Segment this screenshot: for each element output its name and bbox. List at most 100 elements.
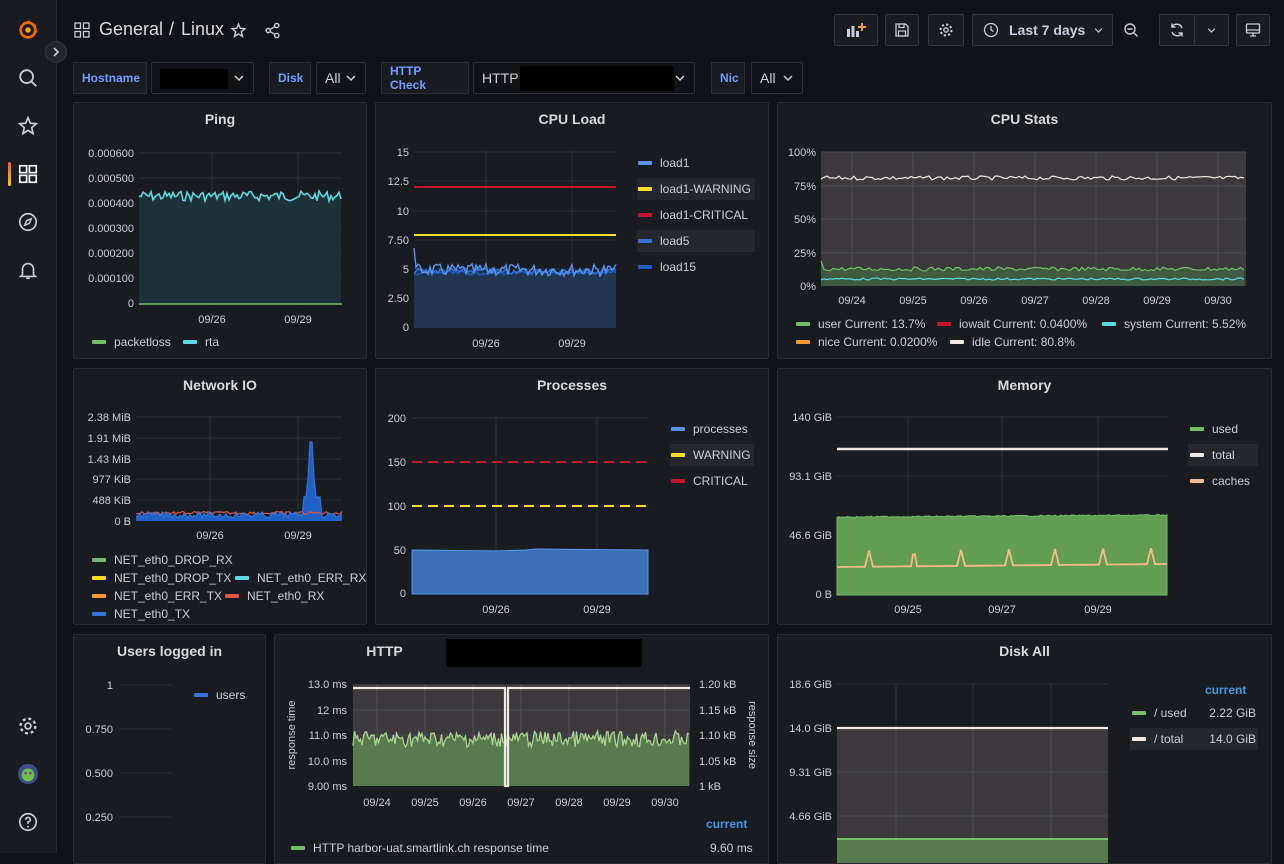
expand-sidebar-chevron-icon[interactable] xyxy=(45,41,67,63)
breadcrumb-folder[interactable]: General xyxy=(99,19,164,39)
breadcrumb-separator: / xyxy=(169,19,175,39)
legend-item-load1-warning[interactable]: load1-WARNING xyxy=(637,178,755,200)
legend-item-load15[interactable]: load15 xyxy=(637,256,755,278)
disk-graph[interactable]: 18.6 GiB 14.0 GiB 9.31 GiB 4.66 GiB xyxy=(778,635,1272,864)
star-dashboard-icon[interactable] xyxy=(230,22,247,42)
legend-item-iowait[interactable]: iowait Current: 0.0400% xyxy=(937,313,1087,335)
breadcrumb-dashboard-title[interactable]: Linux xyxy=(181,19,225,39)
disk-select[interactable]: All xyxy=(316,62,366,94)
tv-mode-button[interactable] xyxy=(1236,14,1270,46)
refresh-button[interactable] xyxy=(1159,14,1195,46)
legend-item-system[interactable]: system Current: 5.52% xyxy=(1102,313,1246,335)
legend-current: Current: 0.0200% xyxy=(843,335,938,349)
panel-users-logged-in[interactable]: Users logged in 1 0.750 0.500 0.250 user… xyxy=(73,634,266,864)
user-avatar[interactable] xyxy=(8,754,48,794)
legend-item-rta[interactable]: rta xyxy=(183,331,219,353)
cpu-stats-graph[interactable]: 100% 75% 50% 25% 0% 09/24 09/25 09/26 09… xyxy=(778,103,1272,359)
legend-item-caches[interactable]: caches xyxy=(1188,470,1258,492)
legend-item-tx[interactable]: NET_eth0_TX xyxy=(92,603,190,624)
settings-gear-icon[interactable] xyxy=(8,706,48,746)
time-range-picker[interactable]: Last 7 days xyxy=(972,14,1113,46)
legend-item-load5[interactable]: load5 xyxy=(637,230,755,252)
legend-item-user[interactable]: user Current: 13.7% xyxy=(796,313,925,335)
y-tick-left: 11.0 ms xyxy=(309,730,348,742)
hostname-select[interactable] xyxy=(151,62,254,94)
legend-item-used[interactable]: / used 2.22 GiB xyxy=(1130,702,1258,724)
x-tick: 09/24 xyxy=(363,797,391,809)
search-icon[interactable] xyxy=(8,58,48,98)
panel-network-io[interactable]: Network IO 2.38 MiB 1.91 MiB 1.43 MiB 97… xyxy=(73,368,367,625)
redaction-box xyxy=(520,66,674,91)
load5-series-line xyxy=(413,266,617,276)
panel-ping[interactable]: Ping 0.000600 0.000500 0.000400 0.000300… xyxy=(73,102,367,359)
legend-item-response-time[interactable]: HTTP harbor-uat.smartlink.ch response ti… xyxy=(291,837,549,859)
zoom-out-button[interactable] xyxy=(1115,14,1147,46)
legend-item-load1-critical[interactable]: load1-CRITICAL xyxy=(637,204,755,226)
x-tick: 09/26 xyxy=(196,530,224,542)
legend-item-total[interactable]: / total 14.0 GiB xyxy=(1130,728,1258,750)
y-tick: 50% xyxy=(794,214,816,226)
legend-label: used xyxy=(1212,422,1239,436)
legend-item-users[interactable]: users xyxy=(194,684,245,706)
legend-item-drop-rx[interactable]: NET_eth0_DROP_RX xyxy=(92,549,233,571)
nic-select[interactable]: All xyxy=(751,62,803,94)
panel-http[interactable]: HTTP 13.0 ms 12 ms 11.0 ms 10.0 ms 9.00 … xyxy=(274,634,769,864)
http-check-select[interactable]: HTTP xyxy=(473,62,695,94)
legend-item-packetloss[interactable]: packetloss xyxy=(92,331,171,353)
legend-label: system xyxy=(1124,317,1163,331)
users-graph[interactable]: 1 0.750 0.500 0.250 xyxy=(74,635,266,864)
variable-label-nic: Nic xyxy=(711,62,745,94)
y-tick: 0.750 xyxy=(85,724,113,736)
add-panel-button[interactable] xyxy=(834,14,878,46)
y-tick: 100 xyxy=(388,501,406,513)
panel-cpu-stats[interactable]: CPU Stats 100% 75% 50% 25% 0% 09/24 09/2… xyxy=(777,102,1272,359)
http-graph[interactable]: 13.0 ms 12 ms 11.0 ms 10.0 ms 9.00 ms 1.… xyxy=(275,635,769,864)
save-dashboard-button[interactable] xyxy=(885,14,919,46)
load1-series-line xyxy=(413,247,617,279)
panel-cpu-load[interactable]: CPU Load 15 12.5 10 7.50 5 2.50 0 09/26 … xyxy=(375,102,769,359)
legend-item-used[interactable]: used xyxy=(1188,418,1258,440)
legend-item-err-tx[interactable]: NET_eth0_ERR_TX xyxy=(92,585,222,607)
dashboard-settings-button[interactable] xyxy=(928,14,964,46)
legend-item-rx[interactable]: NET_eth0_RX xyxy=(225,585,324,607)
legend-swatch xyxy=(796,322,810,326)
panel-processes[interactable]: Processes 200 150 100 50 0 09/26 09/29 p… xyxy=(375,368,769,625)
help-icon[interactable] xyxy=(8,802,48,842)
legend-item-drop-tx[interactable]: NET_eth0_DROP_TX xyxy=(92,567,231,589)
legend-item-err-rx[interactable]: NET_eth0_ERR_RX xyxy=(235,567,366,589)
legend-item-warning[interactable]: WARNING xyxy=(670,444,754,466)
panel-disk-all[interactable]: Disk All 18.6 GiB 14.0 GiB 9.31 GiB 4.66… xyxy=(777,634,1272,864)
y-tick-right: 1.10 kB xyxy=(699,730,736,742)
y-axis-label-right: response size xyxy=(746,701,758,769)
starred-icon[interactable] xyxy=(8,106,48,146)
dashboards-icon[interactable] xyxy=(8,154,48,194)
memory-graph[interactable]: 140 GiB 93.1 GiB 46.6 GiB 0 B 09/25 09/2… xyxy=(778,369,1272,625)
cpu-load-graph[interactable]: 15 12.5 10 7.50 5 2.50 0 09/26 09/29 xyxy=(376,103,769,359)
variable-label-hostname: Hostname xyxy=(73,62,147,94)
caches-series-line xyxy=(837,547,1167,568)
ping-graph[interactable]: 0.000600 0.000500 0.000400 0.000300 0.00… xyxy=(74,103,367,359)
refresh-interval-dropdown[interactable] xyxy=(1194,14,1229,46)
legend-item-critical[interactable]: CRITICAL xyxy=(670,470,754,492)
network-io-graph[interactable]: 2.38 MiB 1.91 MiB 1.43 MiB 977 KiB 488 K… xyxy=(74,369,367,625)
legend-swatch xyxy=(194,693,208,697)
legend-item-processes[interactable]: processes xyxy=(670,418,754,440)
legend-label: load1 xyxy=(660,156,690,170)
grafana-logo-icon[interactable] xyxy=(8,10,48,50)
legend-item-nice[interactable]: nice Current: 0.0200% xyxy=(796,331,937,353)
alerting-bell-icon[interactable] xyxy=(8,250,48,290)
legend-item-load1[interactable]: load1 xyxy=(637,152,755,174)
rta-series-line xyxy=(138,188,342,204)
x-tick: 09/24 xyxy=(838,295,866,307)
processes-graph[interactable]: 200 150 100 50 0 09/26 09/29 xyxy=(376,369,769,625)
explore-compass-icon[interactable] xyxy=(8,202,48,242)
legend-item-total[interactable]: total xyxy=(1188,444,1258,466)
panel-memory[interactable]: Memory 140 GiB 93.1 GiB 46.6 GiB 0 B 09/… xyxy=(777,368,1272,625)
legend-label: WARNING xyxy=(693,448,751,462)
legend-label: processes xyxy=(693,422,748,436)
legend-swatch xyxy=(92,576,106,580)
legend-label: idle xyxy=(972,335,991,349)
share-icon[interactable] xyxy=(264,22,281,42)
legend-label: NET_eth0_DROP_RX xyxy=(114,553,233,567)
legend-item-idle[interactable]: idle Current: 80.8% xyxy=(950,331,1075,353)
